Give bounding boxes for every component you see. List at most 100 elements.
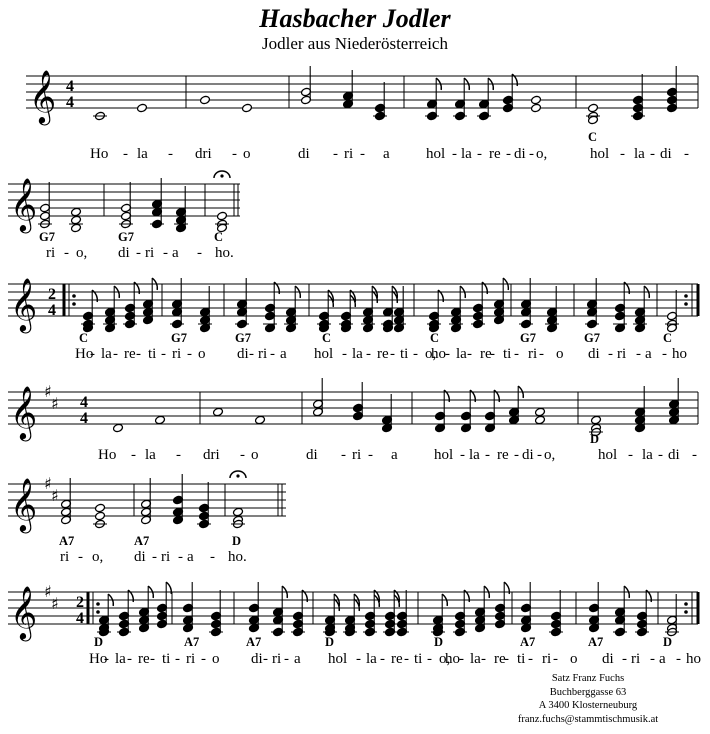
repeat-dot	[684, 610, 688, 614]
lyric-syllable: -	[460, 447, 465, 463]
note-flag	[327, 294, 335, 308]
lyric-syllable: re	[377, 346, 389, 362]
lyric-syllable: -	[163, 245, 168, 261]
lyric-syllable: -	[127, 651, 132, 667]
lyric-syllable: o	[251, 447, 259, 463]
lyric-syllable: la	[101, 346, 112, 362]
note-flag	[294, 285, 302, 299]
note-flag	[645, 589, 653, 603]
lyric-syllable: -	[404, 651, 409, 667]
footer-line: Buchberggasse 63	[549, 686, 627, 698]
note-flag	[301, 589, 309, 603]
lyric-syllable: -	[481, 651, 486, 667]
lyric-syllable: ri	[528, 346, 538, 362]
lyric-syllable: di	[118, 245, 130, 261]
lyric-syllable: -	[161, 346, 166, 362]
chord-symbol: C	[322, 331, 332, 345]
note-flag	[503, 581, 511, 595]
lyric-syllable: di	[588, 346, 600, 362]
note-head	[534, 407, 546, 417]
note-head	[70, 223, 82, 233]
lyric-syllable: o	[198, 346, 206, 362]
repeat-dot	[684, 602, 688, 606]
repeat-dot	[96, 602, 100, 606]
lyric-syllable: -	[380, 651, 385, 667]
lyric-syllable: o,	[425, 346, 437, 362]
lyric-syllable: di	[251, 651, 263, 667]
note-flag	[165, 581, 173, 595]
lyric-syllable: -	[539, 346, 544, 362]
time-signature-bottom: 4	[66, 94, 74, 111]
sharp-f: ♯	[44, 582, 52, 601]
note-head	[587, 103, 599, 113]
note-head	[94, 511, 106, 521]
chord-symbol: G7	[235, 331, 251, 345]
lyric-syllable: -	[197, 245, 202, 261]
lyric-syllable: -	[356, 651, 361, 667]
lyric-syllable: -	[528, 651, 533, 667]
note-head	[530, 95, 542, 105]
lyric-syllable: -	[64, 245, 69, 261]
note-head	[216, 211, 228, 221]
lyric-syllable: re	[489, 146, 501, 162]
note-flag	[435, 77, 443, 91]
lyric-syllable: -	[692, 447, 697, 463]
note-flag	[623, 281, 631, 295]
note-flag	[493, 389, 501, 403]
lyric-syllable: a	[280, 346, 287, 362]
note-flag	[517, 385, 525, 399]
lyric-syllable: -	[636, 346, 641, 362]
lyric-syllable: -	[662, 346, 667, 362]
fermata-dot	[220, 174, 224, 178]
lyric-syllable: hol	[314, 346, 334, 362]
note-head	[94, 503, 106, 513]
lyric-syllable: -	[176, 447, 181, 463]
chord-symbol: C	[588, 130, 598, 144]
lyric-syllable: la	[469, 447, 480, 463]
note-flag	[107, 593, 115, 607]
chord-symbol: G7	[520, 331, 536, 345]
lyric-syllable: ho.	[215, 245, 234, 261]
chord-symbol: A7	[134, 534, 150, 548]
note-flag	[441, 593, 449, 607]
lyric-syllable: -	[366, 346, 371, 362]
lyric-syllable: -	[452, 146, 457, 162]
time-signature-top: 4	[80, 394, 88, 411]
lyric-syllable: a	[383, 146, 390, 162]
lyric-syllable: -	[341, 447, 346, 463]
chord-symbol: D	[325, 635, 335, 649]
note-flag	[459, 285, 467, 299]
lyric-syllable: o,	[76, 245, 88, 261]
lyric-syllable: o	[556, 346, 564, 362]
lyric-syllable: -	[684, 146, 689, 162]
lyric-syllable: hol	[434, 447, 454, 463]
chord-symbol: G7	[118, 230, 134, 244]
lyric-syllable: -	[360, 146, 365, 162]
lyric-syllable: -	[650, 146, 655, 162]
lyric-syllable: -	[658, 447, 663, 463]
lyric-syllable: -	[136, 245, 141, 261]
chord-symbol: A7	[59, 534, 75, 548]
lyric-syllable: re	[494, 651, 506, 667]
lyric-syllable: a	[659, 651, 666, 667]
lyric-syllable: ti	[400, 346, 409, 362]
lyric-syllable: di	[660, 146, 672, 162]
lyric-syllable: o,	[92, 549, 104, 565]
lyric-syllable: -	[676, 651, 681, 667]
lyric-syllable: -	[504, 651, 509, 667]
note-head	[216, 223, 228, 233]
chord-symbol: C	[663, 331, 673, 345]
lyric-syllable: -	[467, 346, 472, 362]
lyric-syllable: -	[201, 651, 206, 667]
lyric-syllable: o	[212, 651, 220, 667]
lyric-syllable: hol	[328, 651, 348, 667]
note-head	[199, 95, 211, 105]
lyric-syllable: -	[270, 346, 275, 362]
lyric-syllable: -	[537, 447, 542, 463]
lyric-syllable: re	[497, 447, 509, 463]
note-flag	[273, 281, 281, 295]
lyric-syllable: ri	[186, 651, 196, 667]
lyric-syllable: -	[136, 346, 141, 362]
lyric-syllable: ho	[431, 346, 446, 362]
note-flag	[481, 281, 489, 295]
